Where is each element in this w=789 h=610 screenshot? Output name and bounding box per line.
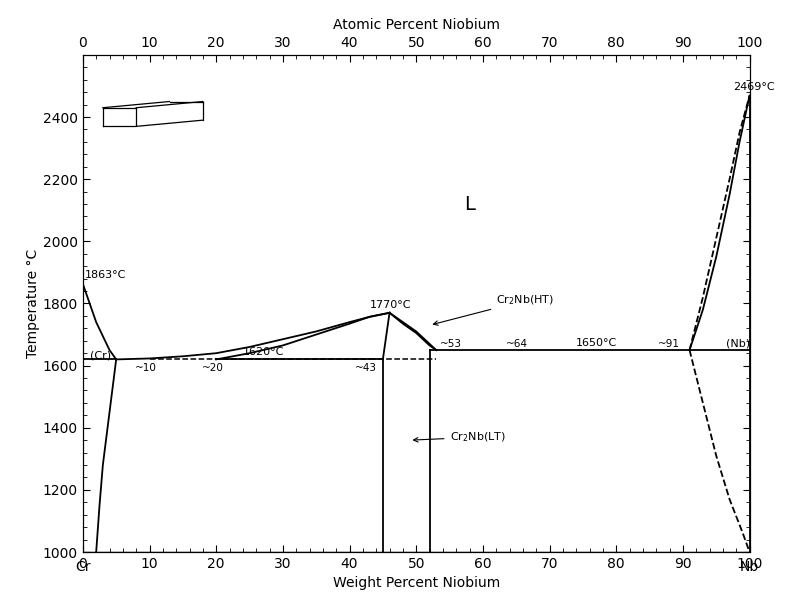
Text: (Nb): (Nb) xyxy=(726,339,750,348)
Text: 2469°C: 2469°C xyxy=(733,82,775,92)
Text: ~53: ~53 xyxy=(439,339,462,348)
X-axis label: Weight Percent Niobium: Weight Percent Niobium xyxy=(333,576,499,590)
X-axis label: Atomic Percent Niobium: Atomic Percent Niobium xyxy=(333,18,499,32)
Text: 1863°C: 1863°C xyxy=(85,270,126,280)
Text: ~10: ~10 xyxy=(135,362,157,373)
Text: Nb: Nb xyxy=(740,560,759,574)
Text: ~20: ~20 xyxy=(202,362,224,373)
Text: L: L xyxy=(464,195,475,214)
Y-axis label: Temperature °C: Temperature °C xyxy=(26,249,40,358)
Text: 1620°C: 1620°C xyxy=(243,347,284,357)
Text: 1770°C: 1770°C xyxy=(369,300,411,310)
Text: Cr$_2$Nb(LT): Cr$_2$Nb(LT) xyxy=(413,431,506,444)
Text: Cr: Cr xyxy=(75,560,91,574)
Text: ~91: ~91 xyxy=(657,339,679,348)
Text: ~64: ~64 xyxy=(507,339,528,348)
Text: Cr$_2$Nb(HT): Cr$_2$Nb(HT) xyxy=(433,293,554,325)
Text: ~43: ~43 xyxy=(355,362,377,373)
Text: 1650°C: 1650°C xyxy=(576,338,618,348)
Text: (Cr): (Cr) xyxy=(89,350,110,360)
